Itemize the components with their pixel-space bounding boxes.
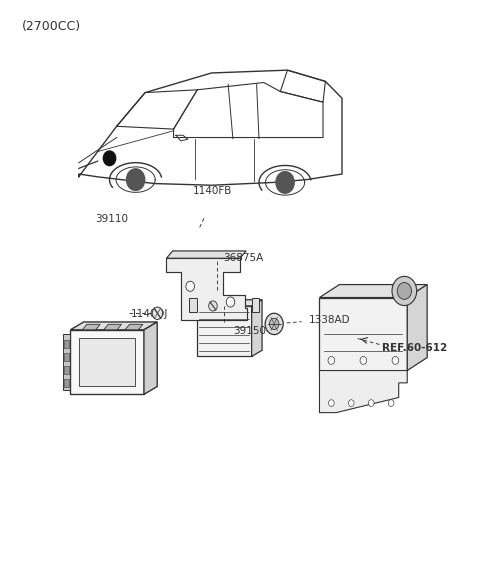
- Polygon shape: [167, 258, 247, 320]
- Polygon shape: [320, 370, 407, 413]
- Circle shape: [186, 281, 194, 291]
- Text: 1140DJ: 1140DJ: [131, 310, 168, 319]
- Polygon shape: [167, 251, 246, 258]
- Circle shape: [152, 307, 163, 319]
- Text: 1140FB: 1140FB: [192, 186, 232, 196]
- Polygon shape: [125, 324, 143, 330]
- Polygon shape: [197, 306, 252, 357]
- Polygon shape: [252, 300, 262, 357]
- Polygon shape: [79, 338, 135, 386]
- Circle shape: [209, 301, 217, 311]
- Circle shape: [103, 151, 116, 166]
- Polygon shape: [71, 322, 157, 330]
- Polygon shape: [63, 335, 71, 390]
- Text: (2700CC): (2700CC): [22, 20, 81, 33]
- Polygon shape: [64, 341, 69, 348]
- Circle shape: [397, 282, 411, 299]
- Circle shape: [368, 400, 374, 407]
- Polygon shape: [197, 300, 262, 306]
- Circle shape: [348, 400, 354, 407]
- Circle shape: [392, 357, 399, 365]
- Circle shape: [388, 400, 394, 407]
- Text: 39150: 39150: [233, 326, 266, 336]
- Circle shape: [226, 297, 235, 307]
- Polygon shape: [64, 366, 69, 374]
- Polygon shape: [320, 298, 407, 370]
- Polygon shape: [64, 379, 69, 387]
- Polygon shape: [144, 322, 157, 395]
- Polygon shape: [71, 330, 144, 395]
- Polygon shape: [82, 324, 100, 330]
- Circle shape: [328, 400, 334, 407]
- Polygon shape: [64, 353, 69, 361]
- Text: REF.60-612: REF.60-612: [383, 343, 447, 353]
- Text: 39110: 39110: [96, 214, 128, 224]
- Text: 1338AD: 1338AD: [309, 315, 350, 325]
- Circle shape: [360, 357, 367, 365]
- Polygon shape: [190, 298, 197, 312]
- Circle shape: [127, 169, 145, 191]
- Polygon shape: [407, 285, 427, 370]
- Circle shape: [269, 318, 279, 329]
- Circle shape: [392, 276, 417, 306]
- Polygon shape: [252, 298, 259, 312]
- Text: 36875A: 36875A: [223, 253, 264, 263]
- Circle shape: [265, 313, 283, 335]
- Circle shape: [328, 357, 335, 365]
- Polygon shape: [320, 285, 427, 298]
- Polygon shape: [104, 324, 121, 330]
- Circle shape: [276, 172, 294, 193]
